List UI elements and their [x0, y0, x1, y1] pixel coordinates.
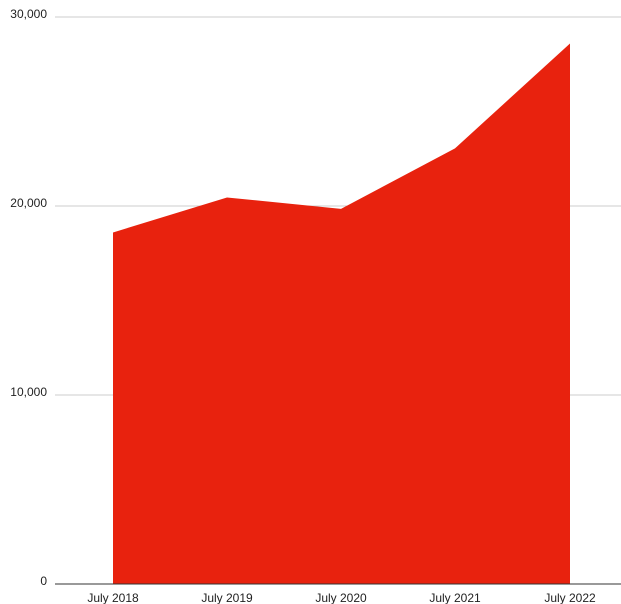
series-area-layer [113, 43, 570, 584]
y-tick-label: 30,000 [10, 7, 47, 21]
x-tick-label: July 2021 [429, 591, 481, 604]
x-tick-label: July 2020 [315, 591, 367, 604]
series-area [113, 43, 570, 584]
x-tick-label: July 2022 [544, 591, 596, 604]
y-tick-label: 10,000 [10, 385, 47, 399]
y-tick-label: 0 [40, 574, 47, 588]
x-tick-label: July 2018 [87, 591, 139, 604]
axes: 0 10,000 20,000 30,000 July 2018 July 2019 Jul… [10, 7, 621, 604]
y-tick-label: 20,000 [10, 196, 47, 210]
x-tick-label: July 2019 [201, 591, 253, 604]
